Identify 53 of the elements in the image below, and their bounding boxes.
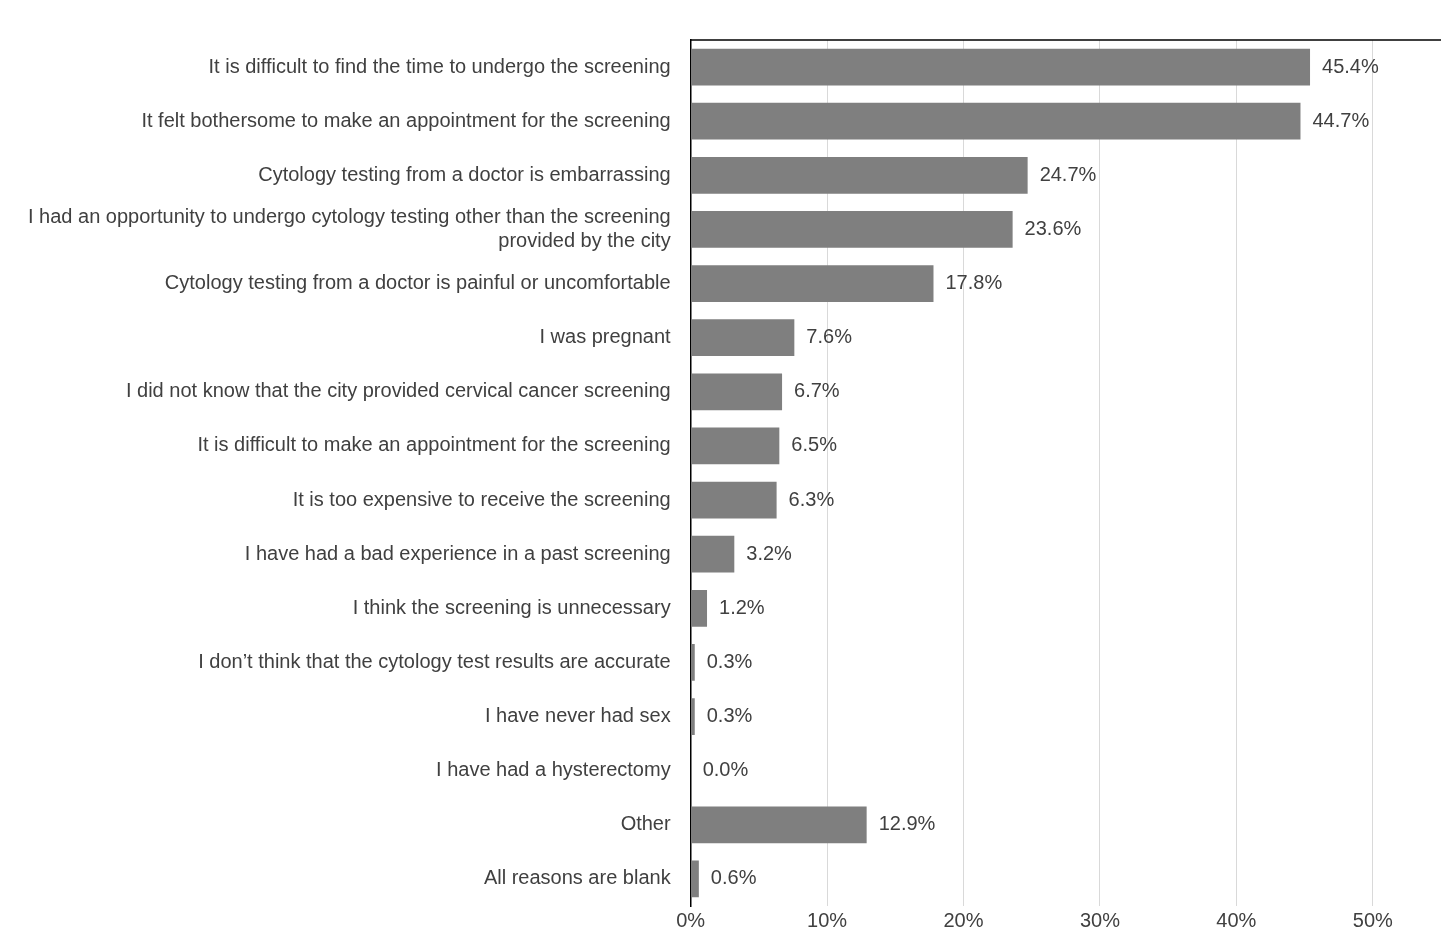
y-tick-label: I have had a hysterectomy bbox=[436, 758, 671, 781]
data-label: 44.7% bbox=[1312, 108, 1370, 131]
y-tick-label: It felt bothersome to make an appointment for the screening bbox=[141, 108, 671, 131]
x-tick-label: 20% bbox=[943, 908, 984, 931]
data-label: 6.7% bbox=[794, 379, 840, 402]
data-label: 24.7% bbox=[1039, 162, 1097, 185]
data-label: 6.5% bbox=[791, 433, 838, 456]
data-label: 3.2% bbox=[746, 541, 793, 564]
bar bbox=[691, 265, 934, 302]
bar bbox=[691, 373, 783, 411]
data-label: 6.3% bbox=[788, 487, 835, 510]
data-label: 0.3% bbox=[706, 649, 753, 672]
data-label: 0.3% bbox=[706, 704, 753, 727]
bar bbox=[691, 806, 867, 844]
bar bbox=[691, 427, 780, 465]
y-tick-label: I think the screening is unnecessary bbox=[352, 595, 671, 618]
y-tick-label: I have never had sex bbox=[484, 704, 671, 727]
x-tick-label: 30% bbox=[1079, 908, 1121, 931]
y-tick-label: I don’t think that the cytology test results are accurate bbox=[198, 649, 671, 672]
data-label: 0.0% bbox=[702, 758, 749, 781]
data-label: 17.8% bbox=[945, 271, 1003, 294]
y-tick-label: All reasons are blank bbox=[483, 866, 672, 889]
bar bbox=[691, 589, 708, 627]
bar bbox=[691, 535, 735, 573]
bar bbox=[691, 860, 699, 898]
x-tick-label: 0% bbox=[676, 908, 706, 931]
y-tick-label: I have had a bad experience in a past screening bbox=[244, 541, 671, 564]
y-tick-label: I was pregnant bbox=[539, 325, 672, 348]
y-tick-label: Other bbox=[620, 812, 671, 835]
x-tick-label: 10% bbox=[807, 908, 848, 931]
bar bbox=[691, 156, 1028, 194]
bar bbox=[691, 211, 1013, 248]
y-tick-label: It is difficult to find the time to undergo the screening bbox=[208, 54, 671, 77]
bar bbox=[691, 48, 1311, 86]
data-label: 23.6% bbox=[1024, 216, 1082, 239]
data-label: 12.9% bbox=[878, 812, 936, 835]
bar bbox=[691, 102, 1301, 140]
y-tick-label: I had an opportunity to undergo cytology testing other than the screening provided by the city bbox=[28, 204, 671, 251]
y-tick-label: It is too expensive to receive the screening bbox=[292, 487, 671, 510]
y-tick-label: It is difficult to make an appointment for the screening bbox=[197, 433, 671, 456]
bar bbox=[691, 644, 695, 681]
y-tick-label: I did not know that the city provided cervical cancer screening bbox=[125, 379, 671, 402]
y-tick-label: Cytology testing from a doctor is painful or uncomfortable bbox=[164, 271, 671, 294]
x-tick-label: 40% bbox=[1216, 908, 1257, 931]
bar bbox=[691, 698, 695, 735]
data-label: 1.2% bbox=[719, 595, 765, 618]
y-tick-label: Cytology testing from a doctor is embarrassing bbox=[258, 162, 671, 185]
x-tick-label: 50% bbox=[1352, 908, 1394, 931]
data-label: 45.4% bbox=[1322, 54, 1379, 77]
bar bbox=[691, 481, 777, 519]
data-label: 7.6% bbox=[806, 325, 853, 348]
bar bbox=[691, 319, 795, 357]
data-label: 0.6% bbox=[710, 866, 757, 889]
